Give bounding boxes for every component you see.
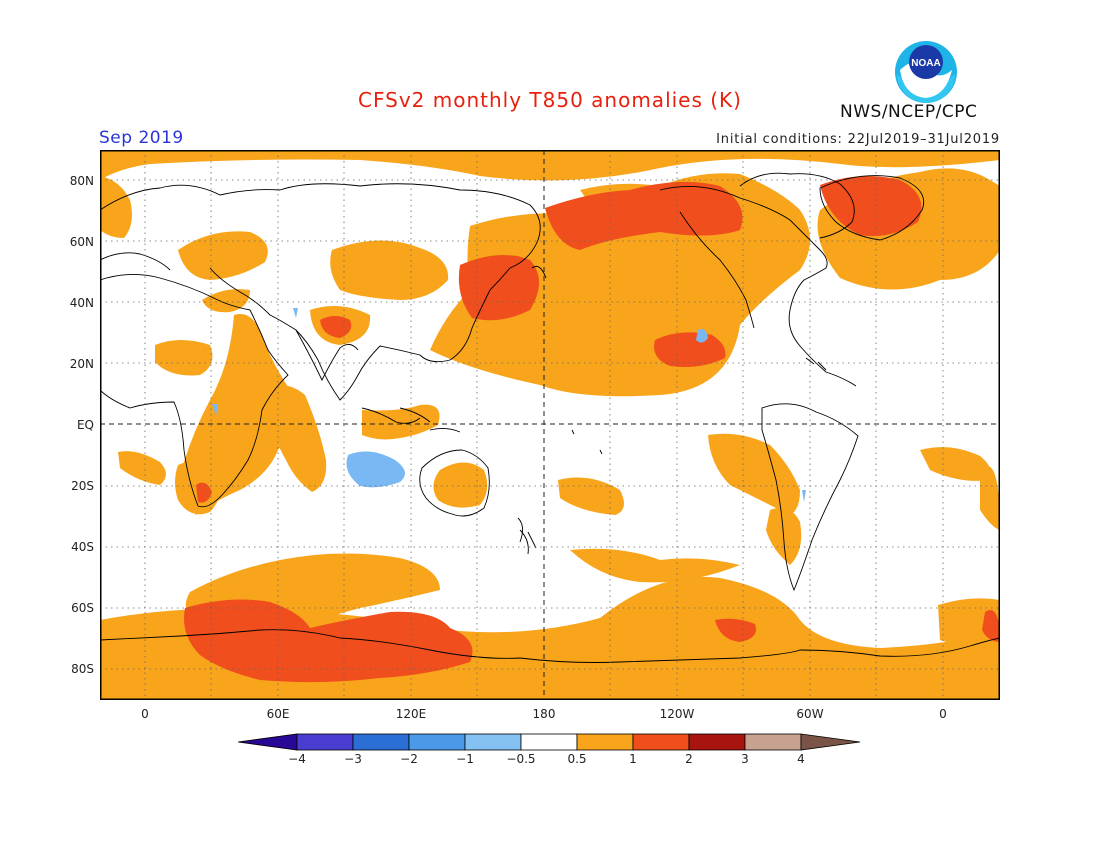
lat-label-20s: 20S	[71, 479, 94, 493]
forecast-period: Sep 2019	[99, 128, 184, 148]
anomaly-shading-neg-0-5-to-neg-1	[212, 308, 806, 502]
map-title: CFSv2 monthly T850 anomalies (K)	[358, 88, 742, 112]
anomaly-map	[100, 150, 1000, 700]
colorbar-swatch	[296, 733, 354, 751]
lon-label-180: 180	[532, 707, 556, 721]
colorbar-label: −3	[344, 752, 362, 766]
anomaly-shading-1-to-2	[184, 176, 1000, 683]
lon-label-60e: 60E	[266, 707, 290, 721]
colorbar-swatch	[744, 733, 802, 751]
map-grid	[100, 150, 1000, 700]
colorbar-label: 0.5	[567, 752, 587, 766]
lat-label-60s: 60S	[71, 601, 94, 615]
lat-label-80n: 80N	[69, 174, 94, 188]
colorbar-arrow-low	[238, 733, 298, 751]
coastlines	[100, 172, 1000, 663]
colorbar	[238, 733, 861, 751]
noaa-logo: NOAA	[895, 41, 957, 103]
colorbar-label: −4	[288, 752, 306, 766]
lat-label-80s: 80S	[71, 662, 94, 676]
lon-label-120e: 120E	[395, 707, 427, 721]
colorbar-label: 1	[629, 752, 637, 766]
colorbar-swatch	[632, 733, 690, 751]
colorbar-swatch	[520, 733, 578, 751]
noaa-logo-text: NOAA	[911, 58, 940, 69]
lon-label-120w: 120W	[659, 707, 695, 721]
colorbar-label: −2	[400, 752, 418, 766]
lat-label-40s: 40S	[71, 540, 94, 554]
colorbar-arrow-high	[800, 733, 861, 751]
lat-label-20n: 20N	[69, 357, 94, 371]
map-frame	[100, 150, 1000, 700]
colorbar-label: 2	[685, 752, 693, 766]
colorbar-swatch	[352, 733, 410, 751]
colorbar-label: 4	[797, 752, 805, 766]
colorbar-label: −1	[456, 752, 474, 766]
colorbar-label: −0.5	[506, 752, 536, 766]
lon-label-0-east: 0	[939, 707, 947, 721]
colorbar-swatch	[464, 733, 522, 751]
colorbar-swatch	[576, 733, 634, 751]
colorbar-swatch	[688, 733, 746, 751]
initial-conditions: Initial conditions: 22Jul2019–31Jul2019	[716, 132, 1000, 147]
lat-label-eq: EQ	[76, 418, 94, 432]
lat-label-60n: 60N	[69, 235, 94, 249]
lon-label-0-west: 0	[141, 707, 149, 721]
lon-label-60w: 60W	[796, 707, 824, 721]
agency-label: NWS/NCEP/CPC	[840, 102, 978, 122]
colorbar-label: 3	[741, 752, 749, 766]
lat-label-40n: 40N	[69, 296, 94, 310]
colorbar-swatch	[408, 733, 466, 751]
anomaly-shading-0-5-to-1	[100, 150, 1000, 700]
